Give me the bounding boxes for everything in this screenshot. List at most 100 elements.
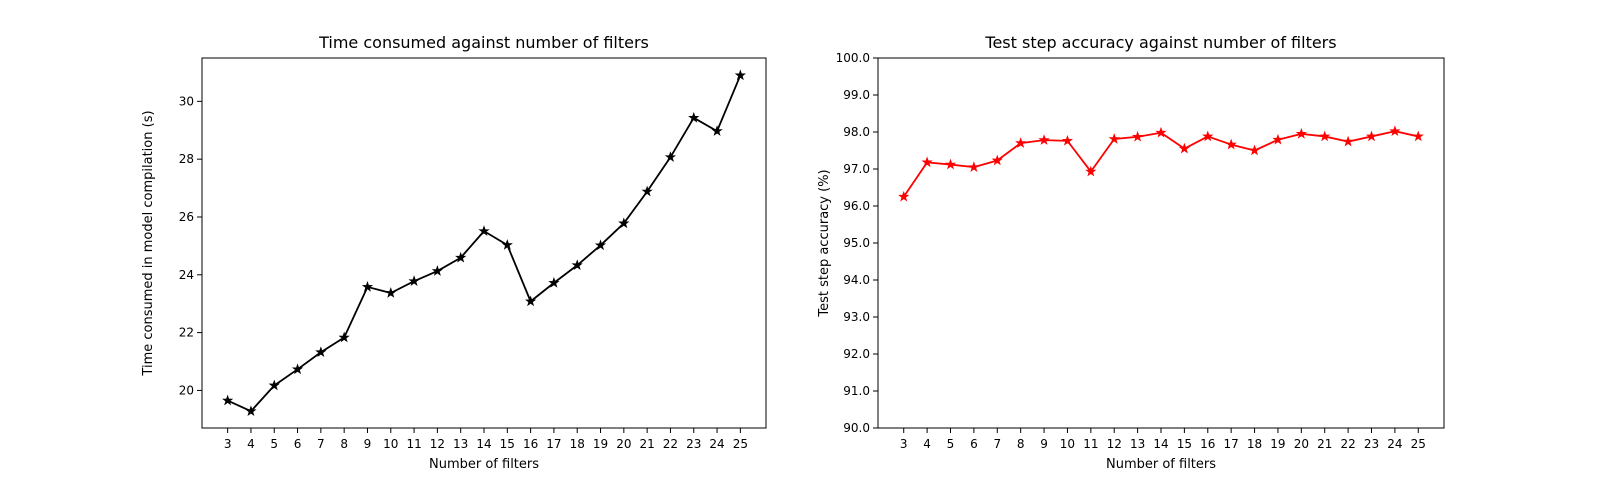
time-x-tick-label: 21 [639,437,654,451]
time-x-tick-label: 17 [546,437,561,451]
time-data-point [501,239,513,250]
accuracy-y-tick-label: 93.0 [843,310,870,324]
accuracy-data-point [944,158,957,170]
accuracy-x-tick-label: 9 [1040,437,1048,451]
time-x-tick-label: 11 [406,437,421,451]
time-x-tick-label: 7 [317,437,325,451]
accuracy-data-point [1295,127,1307,139]
accuracy-x-axis-label: Number of filters [1106,457,1216,472]
accuracy-x-tick-label: 14 [1153,437,1168,451]
accuracy-data-point [1342,135,1354,147]
accuracy-data-point [1108,133,1120,144]
time-y-tick-label: 24 [179,268,194,282]
time-data-point [571,259,583,271]
accuracy-x-tick-label: 21 [1317,437,1332,451]
time-data-point [291,363,304,375]
time-plot-frame [201,57,767,429]
time-x-tick-label: 6 [294,437,302,451]
time-x-tick-label: 10 [383,437,398,451]
accuracy-data-point [1155,126,1167,138]
accuracy-x-tick-label: 12 [1107,437,1122,451]
time-y-tick-label: 22 [179,326,194,340]
time-data-point [734,69,746,81]
accuracy-y-tick-label: 96.0 [843,199,870,213]
accuracy-data-point [1061,134,1074,146]
time-data-point [338,331,350,343]
accuracy-x-tick-label: 8 [1017,437,1025,451]
time-x-tick-label: 8 [340,437,348,451]
accuracy-data-point [921,156,933,168]
time-x-tick-label: 9 [364,437,372,451]
accuracy-y-tick-label: 91.0 [843,384,870,398]
time-data-point [408,275,420,286]
accuracy-data-point [1225,138,1237,150]
accuracy-chart-title: Test step accuracy against number of fil… [984,33,1336,52]
time-y-tick-label: 30 [179,94,194,108]
accuracy-x-tick-label: 11 [1083,437,1098,451]
accuracy-y-tick-label: 94.0 [843,273,870,287]
accuracy-x-tick-label: 23 [1364,437,1379,451]
time-x-tick-label: 12 [430,437,445,451]
time-x-tick-label: 3 [224,437,232,451]
time-x-tick-label: 5 [270,437,278,451]
accuracy-x-tick-label: 6 [970,437,978,451]
accuracy-data-point [898,190,910,202]
accuracy-data-point [1085,165,1097,177]
accuracy-y-tick-label: 95.0 [843,236,870,250]
accuracy-x-tick-label: 22 [1340,437,1355,451]
time-data-point [361,281,374,292]
accuracy-data-point [1365,130,1378,142]
accuracy-x-tick-label: 4 [923,437,931,451]
time-x-tick-label: 24 [709,437,724,451]
time-y-tick-label: 26 [179,210,194,224]
time-x-tick-label: 4 [247,437,255,451]
accuracy-data-point [968,161,980,172]
time-x-tick-label: 20 [616,437,631,451]
accuracy-x-tick-label: 15 [1177,437,1192,451]
accuracy-x-tick-label: 16 [1200,437,1215,451]
accuracy-data-point [1319,130,1331,142]
accuracy-x-tick-label: 20 [1294,437,1309,451]
accuracy-data-point [1131,130,1144,142]
accuracy-x-tick-label: 17 [1224,437,1239,451]
time-data-point [385,287,397,298]
accuracy-y-tick-label: 100.0 [836,51,870,65]
time-series-line [227,74,742,413]
time-x-tick-label: 14 [476,437,491,451]
accuracy-x-tick-label: 24 [1387,437,1402,451]
time-x-axis-label: Number of filters [429,457,539,472]
time-data-point [711,125,723,136]
accuracy-x-tick-label: 7 [993,437,1001,451]
time-x-tick-label: 19 [593,437,608,451]
accuracy-data-point [1272,133,1284,145]
time-x-tick-label: 23 [686,437,701,451]
time-x-tick-label: 22 [663,437,678,451]
accuracy-data-point [1038,134,1050,145]
accuracy-y-tick-label: 90.0 [843,421,870,435]
time-data-point [524,295,537,307]
time-x-tick-label: 13 [453,437,468,451]
time-data-point [478,225,490,236]
accuracy-data-point [991,154,1003,166]
time-y-axis-label: Time consumed in model compilation (s) [141,110,156,376]
accuracy-data-point [1015,137,1027,148]
time-data-point [618,217,630,229]
accuracy-chart: Test step accuracy against number of fil… [817,33,1445,472]
accuracy-y-tick-label: 97.0 [843,162,870,176]
accuracy-x-tick-label: 19 [1270,437,1285,451]
time-data-point [641,185,653,197]
time-data-point [455,251,467,263]
time-data-point [548,276,560,288]
accuracy-y-axis-label: Test step accuracy (%) [817,169,832,317]
time-x-tick-label: 15 [500,437,515,451]
accuracy-plot-frame [877,57,1445,429]
time-y-tick-label: 28 [179,152,194,166]
accuracy-x-tick-label: 25 [1411,437,1426,451]
time-data-point [664,151,677,162]
accuracy-data-point [1412,130,1424,142]
accuracy-data-point [1178,142,1191,154]
accuracy-y-tick-label: 99.0 [843,88,870,102]
accuracy-data-point [1248,144,1261,156]
accuracy-y-tick-label: 98.0 [843,125,870,139]
